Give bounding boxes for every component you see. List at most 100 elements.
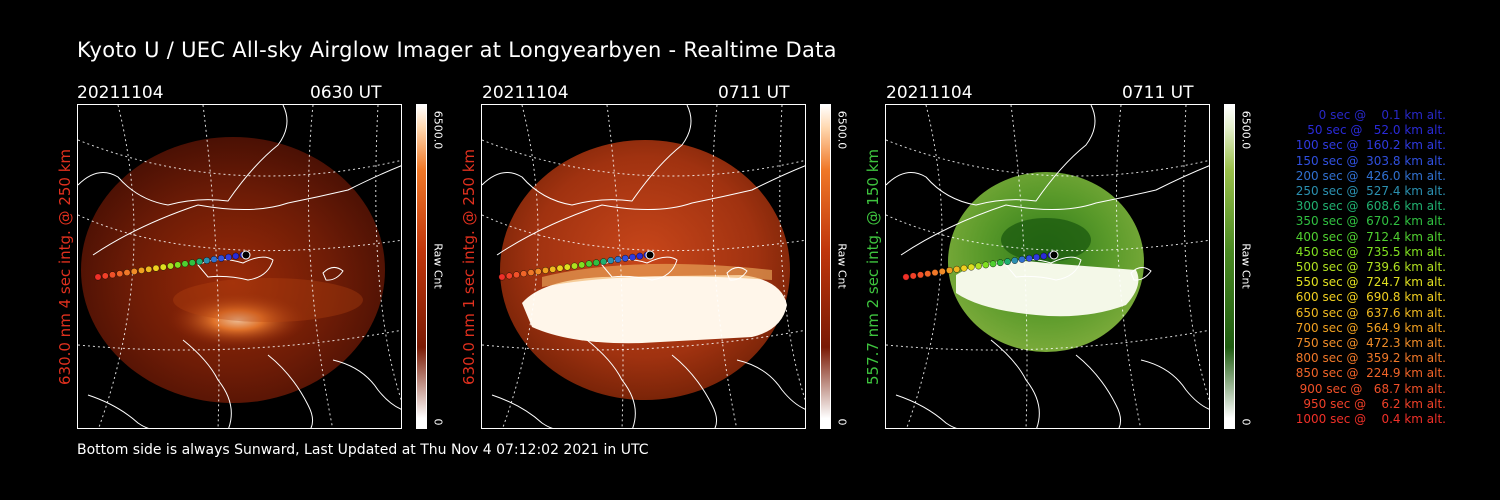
coastline bbox=[182, 339, 232, 428]
trajectory-point bbox=[924, 270, 932, 278]
legend-entry: 800 sec @ 359.2 km alt. bbox=[1291, 351, 1446, 366]
legend-entry: 950 sec @ 6.2 km alt. bbox=[1299, 396, 1446, 411]
trajectory-point bbox=[960, 264, 968, 272]
trajectory-point bbox=[203, 257, 211, 264]
panel-1-time: 0630 UT bbox=[310, 83, 382, 103]
trajectory-point bbox=[946, 266, 953, 274]
page-title: Kyoto U / UEC All-sky Airglow Imager at … bbox=[77, 38, 837, 62]
coastline bbox=[990, 339, 1040, 428]
trajectory-point bbox=[174, 261, 182, 269]
panel-1-cbar-max: 6500.0 bbox=[431, 110, 445, 150]
latlon-grid-line bbox=[886, 214, 1209, 252]
legend-entry: 300 sec @ 608.6 km alt. bbox=[1291, 199, 1446, 214]
trajectory-point bbox=[101, 272, 109, 280]
coastline bbox=[92, 165, 401, 256]
panel-2-sky-map bbox=[482, 105, 805, 428]
coastline bbox=[78, 105, 288, 206]
trajectory-point bbox=[975, 262, 982, 270]
station-marker bbox=[1049, 250, 1059, 260]
trajectory-point bbox=[167, 262, 174, 270]
trajectory-point bbox=[931, 269, 939, 277]
trajectory-point bbox=[636, 252, 644, 260]
panel-3-cbar-min: 0 bbox=[1239, 418, 1253, 426]
trajectory-point bbox=[621, 254, 629, 262]
coastline bbox=[322, 267, 344, 281]
trajectory-point bbox=[188, 259, 196, 267]
trajectory-point bbox=[210, 255, 218, 263]
trajectory-point bbox=[1018, 255, 1026, 263]
panel-2-colorbar-labels: 6500.0 Raw Cnt 0 bbox=[834, 104, 850, 429]
latlon-grid-line bbox=[482, 214, 805, 252]
panel-1-ylabel: 630.0 nm 4 sec intg. @ 250 km bbox=[56, 148, 74, 385]
trajectory-point bbox=[123, 269, 131, 277]
panel-2-image bbox=[481, 104, 806, 429]
legend-entry: 1000 sec @ 0.4 km alt. bbox=[1295, 412, 1446, 427]
trajectory-point bbox=[578, 261, 586, 269]
latlon-grid-line bbox=[712, 105, 738, 428]
legend-entry: 50 sec @ 52.0 km alt. bbox=[1299, 123, 1446, 138]
latlon-grid-line bbox=[98, 105, 135, 428]
panel-1-ylabel-wrap: 630.0 nm 4 sec intg. @ 250 km bbox=[55, 104, 75, 429]
legend-entry: 0 sec @ 0.1 km alt. bbox=[1307, 108, 1446, 122]
trajectory-point bbox=[556, 264, 564, 272]
panel-2-ylabel: 630.0 nm 1 sec intg. @ 250 km bbox=[460, 148, 478, 385]
coastline bbox=[886, 105, 1096, 206]
trajectory-point bbox=[953, 265, 961, 273]
legend-entry: 550 sec @ 724.7 km alt. bbox=[1291, 275, 1446, 290]
panel-3-cbar-label: Raw Cnt bbox=[1239, 243, 1253, 289]
trajectory-point bbox=[607, 257, 615, 264]
coastline bbox=[586, 339, 636, 428]
trajectory-point bbox=[989, 260, 997, 268]
panel-3-cbar-max: 6500.0 bbox=[1239, 110, 1253, 150]
trajectory-point bbox=[967, 263, 975, 271]
coastline bbox=[895, 394, 957, 428]
coastline bbox=[736, 359, 805, 410]
trajectory-point bbox=[563, 263, 571, 271]
coastline bbox=[491, 394, 553, 428]
panel-1-sky-map bbox=[78, 105, 401, 428]
legend-entry: 450 sec @ 735.5 km alt. bbox=[1291, 244, 1446, 259]
latlon-grid-line bbox=[1010, 105, 1028, 428]
trajectory-point bbox=[585, 260, 593, 268]
panel-2-cbar-min: 0 bbox=[835, 418, 849, 426]
glow-band bbox=[173, 278, 363, 322]
panel-1-image bbox=[77, 104, 402, 429]
trajectory-point bbox=[130, 268, 138, 275]
station-marker bbox=[241, 250, 251, 260]
legend-entry: 400 sec @ 712.4 km alt. bbox=[1291, 229, 1446, 244]
legend-entry: 850 sec @ 224.9 km alt. bbox=[1291, 366, 1446, 381]
trajectory-point bbox=[592, 259, 600, 267]
trajectory-point bbox=[527, 269, 535, 277]
latlon-grid-line bbox=[886, 329, 1209, 351]
panel-3-sky-map bbox=[886, 105, 1209, 428]
legend-entry: 150 sec @ 303.8 km alt. bbox=[1291, 153, 1446, 168]
panel-3-time: 0711 UT bbox=[1122, 83, 1194, 103]
coastline bbox=[1075, 354, 1122, 428]
trajectory-point bbox=[232, 252, 240, 260]
legend-entry: 750 sec @ 472.3 km alt. bbox=[1291, 336, 1446, 351]
latlon-grid-line bbox=[375, 105, 401, 401]
trajectory-point bbox=[1025, 254, 1033, 262]
latlon-grid-line bbox=[482, 329, 805, 351]
legend-entry: 200 sec @ 426.0 km alt. bbox=[1291, 168, 1446, 183]
latlon-grid-line bbox=[1183, 105, 1209, 401]
panel-1-date: 20211104 bbox=[77, 83, 164, 103]
station-marker bbox=[645, 250, 655, 260]
trajectory-point bbox=[571, 262, 578, 270]
latlon-grid-line bbox=[78, 139, 401, 177]
trajectory-point bbox=[938, 268, 946, 275]
coastline bbox=[726, 267, 748, 281]
panel-3-ylabel-wrap: 557.7 nm 2 sec intg. @ 150 km bbox=[863, 104, 883, 429]
trajectory-point bbox=[629, 253, 636, 261]
panel-2-date: 20211104 bbox=[482, 83, 569, 103]
trajectory-point bbox=[1004, 258, 1011, 266]
trajectory-point bbox=[1011, 257, 1019, 264]
trajectory-point bbox=[116, 270, 124, 278]
trajectory-point bbox=[152, 264, 160, 272]
panel-3-date: 20211104 bbox=[886, 83, 973, 103]
glow-edge bbox=[542, 263, 772, 287]
legend-entry: 650 sec @ 637.6 km alt. bbox=[1291, 305, 1446, 320]
trajectory-point bbox=[505, 272, 513, 280]
trajectory-point bbox=[513, 271, 520, 279]
panel-3-image bbox=[885, 104, 1210, 429]
